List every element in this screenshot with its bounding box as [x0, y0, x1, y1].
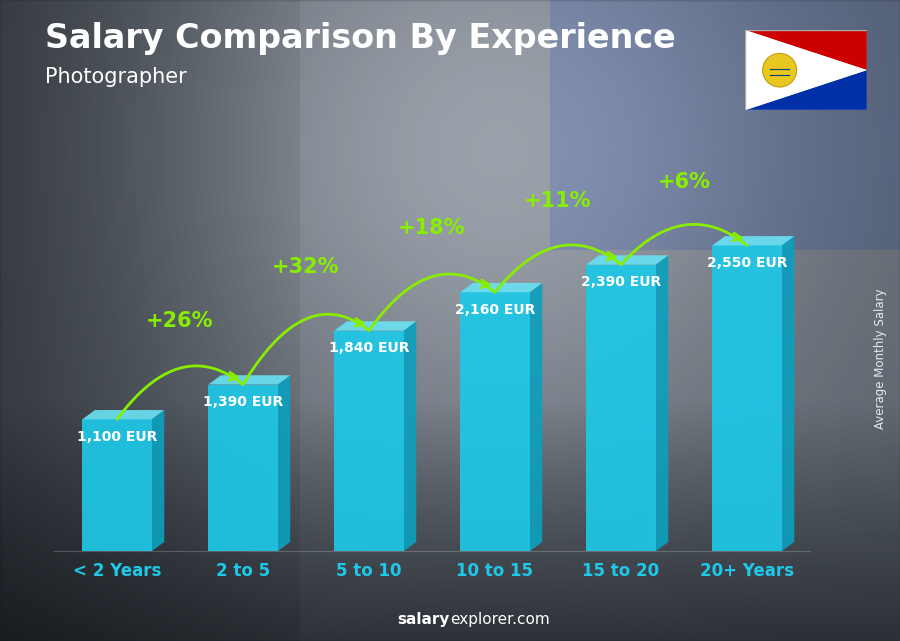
Text: Photographer: Photographer — [45, 67, 187, 87]
Bar — [334, 331, 403, 551]
Bar — [460, 292, 529, 551]
Text: +32%: +32% — [272, 257, 339, 277]
Text: Average Monthly Salary: Average Monthly Salary — [874, 288, 886, 429]
Polygon shape — [712, 236, 794, 246]
Polygon shape — [745, 30, 867, 71]
Polygon shape — [277, 375, 290, 551]
Text: 1,100 EUR: 1,100 EUR — [76, 430, 158, 444]
Polygon shape — [403, 321, 416, 551]
Polygon shape — [655, 255, 668, 551]
Polygon shape — [334, 321, 416, 331]
Polygon shape — [529, 283, 542, 551]
Text: 2,390 EUR: 2,390 EUR — [580, 276, 662, 290]
Text: +26%: +26% — [146, 311, 213, 331]
Polygon shape — [208, 375, 290, 385]
Text: +6%: +6% — [658, 172, 710, 192]
Text: 2,550 EUR: 2,550 EUR — [706, 256, 788, 271]
Text: +11%: +11% — [524, 191, 591, 211]
Text: 1,840 EUR: 1,840 EUR — [328, 342, 410, 355]
Bar — [712, 246, 781, 551]
Text: explorer.com: explorer.com — [450, 612, 550, 627]
Text: 2,160 EUR: 2,160 EUR — [454, 303, 536, 317]
Polygon shape — [745, 71, 867, 110]
Circle shape — [762, 53, 796, 87]
Bar — [586, 265, 655, 551]
Text: +18%: +18% — [398, 219, 466, 238]
Polygon shape — [781, 236, 794, 551]
Text: 1,390 EUR: 1,390 EUR — [202, 395, 284, 410]
Polygon shape — [460, 283, 542, 292]
Polygon shape — [745, 30, 867, 110]
Polygon shape — [586, 255, 668, 265]
Polygon shape — [745, 30, 867, 110]
Text: Salary Comparison By Experience: Salary Comparison By Experience — [45, 22, 676, 55]
Bar — [208, 385, 277, 551]
Polygon shape — [151, 410, 164, 551]
Polygon shape — [83, 410, 164, 419]
Text: salary: salary — [398, 612, 450, 627]
Bar — [83, 419, 151, 551]
